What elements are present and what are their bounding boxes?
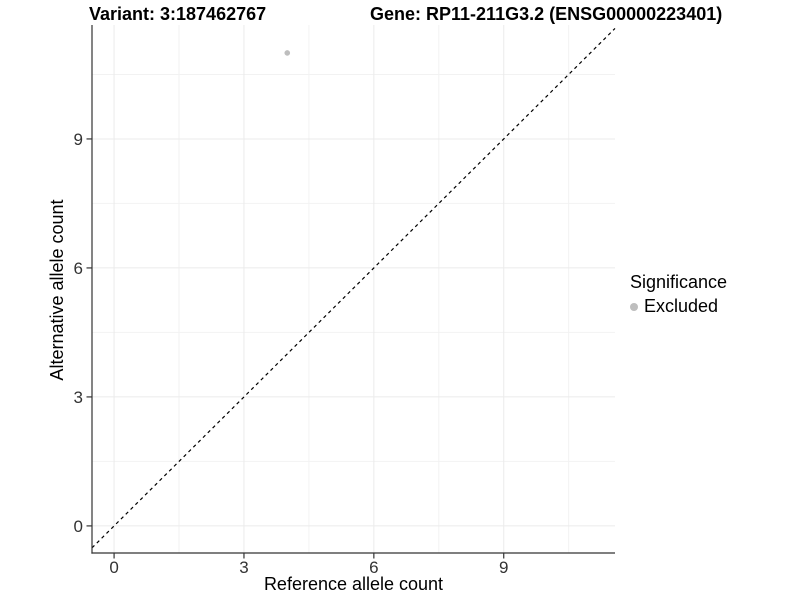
- y-tick-label: 3: [74, 388, 83, 407]
- legend: Significance Excluded: [630, 272, 727, 317]
- legend-entry-excluded: Excluded: [630, 296, 727, 317]
- y-tick-label: 9: [74, 130, 83, 149]
- variant-title: Variant: 3:187462767: [89, 4, 267, 24]
- x-axis-title: Reference allele count: [263, 574, 444, 594]
- y-axis-title: Alternative allele count: [47, 199, 67, 381]
- y-tick-label: 6: [74, 259, 83, 278]
- legend-point-icon: [630, 302, 638, 311]
- x-tick-label: 3: [239, 558, 248, 577]
- identity-reference-line: [91, 28, 616, 549]
- x-tick-label: 6: [369, 558, 378, 577]
- x-tick-label: 0: [109, 558, 118, 577]
- legend-entry-label: Excluded: [644, 296, 719, 316]
- legend-title: Significance: [630, 272, 728, 292]
- x-tick-label: 9: [499, 558, 508, 577]
- data-point: [284, 50, 291, 56]
- y-tick-label: 0: [74, 517, 83, 536]
- gene-title: Gene: RP11-211G3.2 (ENSG00000223401): [370, 4, 723, 24]
